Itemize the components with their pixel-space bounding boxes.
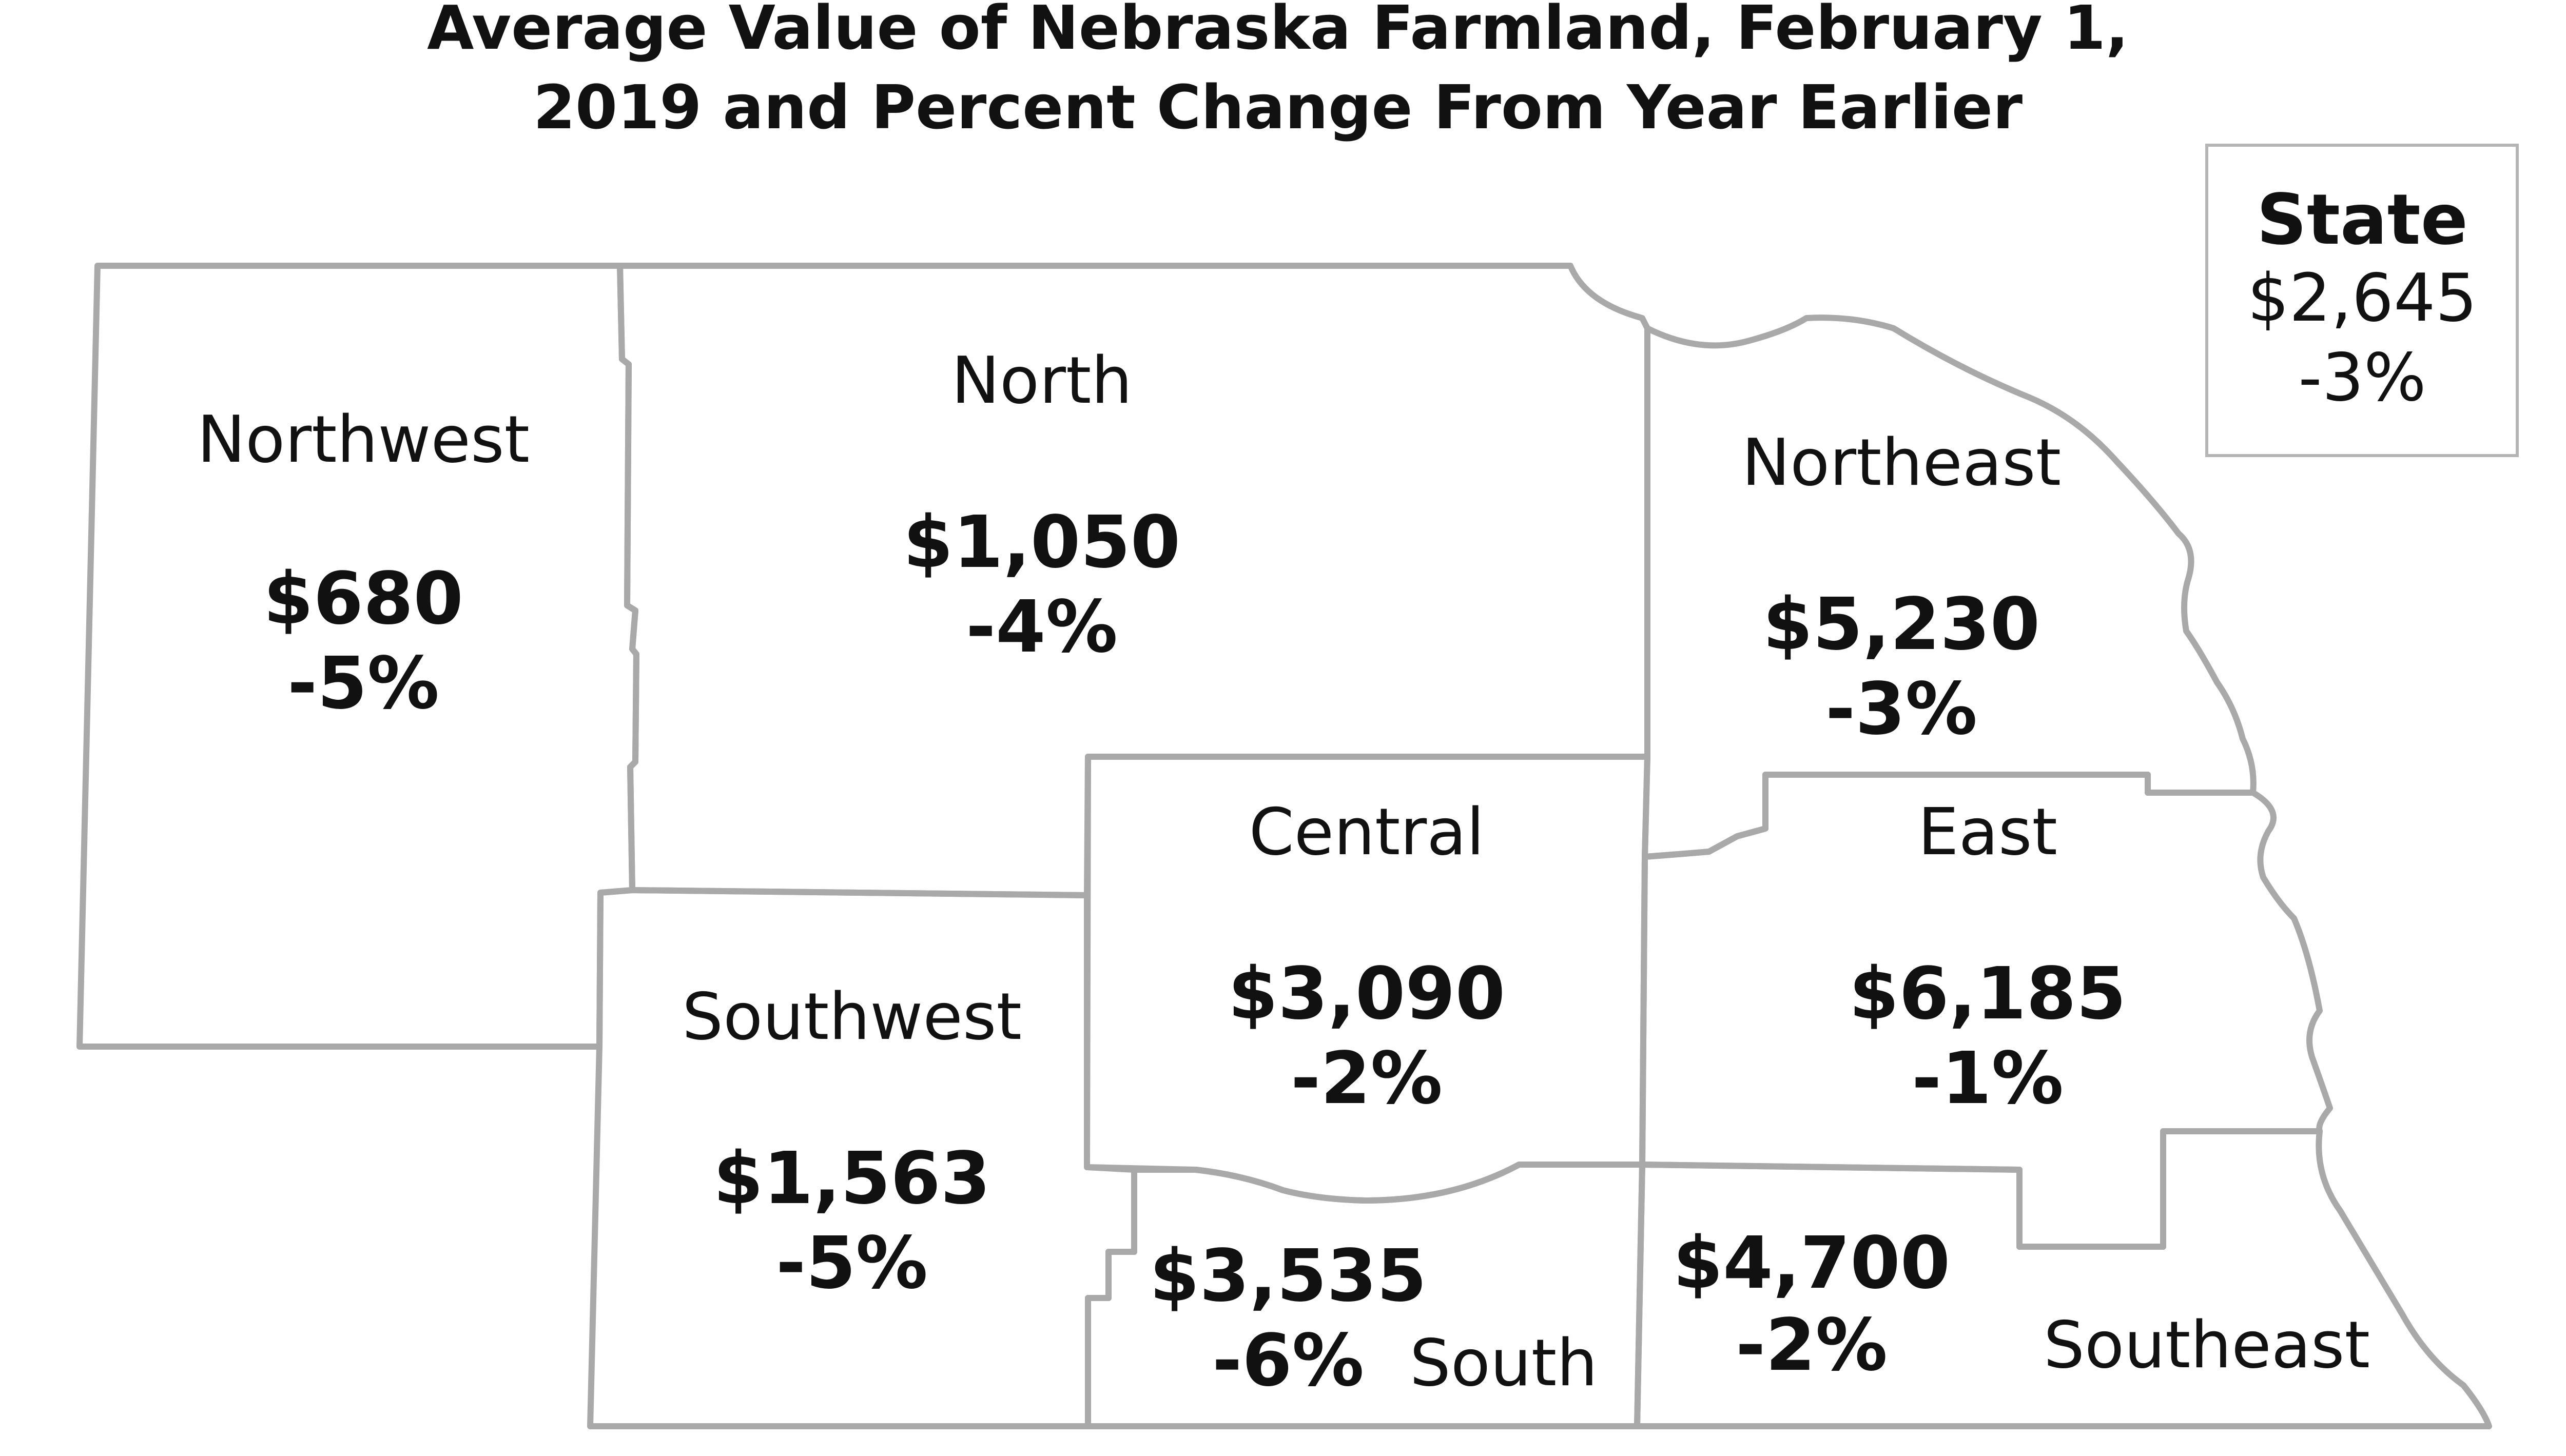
region-southeast: $4,700 -2% Southeast bbox=[1673, 1222, 2370, 1387]
region-change-northeast: -3% bbox=[1825, 667, 1977, 751]
region-name-north: North bbox=[951, 343, 1132, 418]
southeast-region-border bbox=[1634, 1128, 2492, 1429]
map-title-line-1: Average Value of Nebraska Farmland, Febr… bbox=[427, 0, 2129, 63]
region-value-southeast: $4,700 bbox=[1673, 1222, 1950, 1305]
region-central: Central $3,090 -2% bbox=[1228, 794, 1505, 1120]
region-name-southwest: Southwest bbox=[682, 979, 1022, 1054]
region-northeast: Northeast $5,230 -3% bbox=[1742, 425, 2061, 751]
region-change-east: -1% bbox=[1912, 1037, 2064, 1120]
region-name-southeast: Southeast bbox=[2044, 1307, 2370, 1383]
region-value-northeast: $5,230 bbox=[1763, 583, 2040, 666]
region-change-southwest: -5% bbox=[776, 1222, 928, 1305]
region-value-north: $1,050 bbox=[903, 501, 1180, 584]
region-change-northwest: -5% bbox=[287, 642, 439, 725]
region-value-northwest: $680 bbox=[263, 557, 463, 641]
region-change-southeast: -2% bbox=[1736, 1304, 1888, 1387]
region-north: North $1,050 -4% bbox=[903, 343, 1180, 669]
state-label: State bbox=[2257, 180, 2468, 261]
region-value-southwest: $1,563 bbox=[713, 1137, 990, 1221]
region-name-south: South bbox=[1410, 1325, 1598, 1401]
region-change-south: -6% bbox=[1212, 1319, 1364, 1403]
region-borders bbox=[76, 263, 2492, 1429]
region-east: East $6,185 -1% bbox=[1849, 794, 2126, 1120]
region-value-central: $3,090 bbox=[1228, 952, 1505, 1036]
south-region-border bbox=[1085, 1162, 1645, 1429]
region-value-south: $3,535 bbox=[1150, 1234, 1427, 1318]
north-region-border bbox=[617, 263, 1650, 898]
region-name-central: Central bbox=[1249, 794, 1485, 870]
region-southwest: Southwest $1,563 -5% bbox=[682, 979, 1022, 1305]
region-name-northeast: Northeast bbox=[1742, 425, 2061, 500]
region-south: $3,535 -6% South bbox=[1150, 1234, 1598, 1403]
map-title-line-2: 2019 and Percent Change From Year Earlie… bbox=[533, 72, 2023, 143]
region-name-east: East bbox=[1918, 794, 2057, 870]
region-value-east: $6,185 bbox=[1849, 952, 2126, 1036]
region-name-northwest: Northwest bbox=[197, 402, 530, 477]
region-northwest: Northwest $680 -5% bbox=[197, 402, 530, 725]
region-change-central: -2% bbox=[1291, 1037, 1443, 1120]
northeast-region-border bbox=[1642, 314, 2257, 860]
state-value: $2,645 bbox=[2247, 260, 2477, 337]
east-region-border bbox=[1639, 772, 2333, 1250]
state-change: -3% bbox=[2298, 340, 2426, 416]
region-change-north: -4% bbox=[966, 585, 1118, 669]
state-summary-box: State $2,645 -3% bbox=[2205, 144, 2519, 457]
